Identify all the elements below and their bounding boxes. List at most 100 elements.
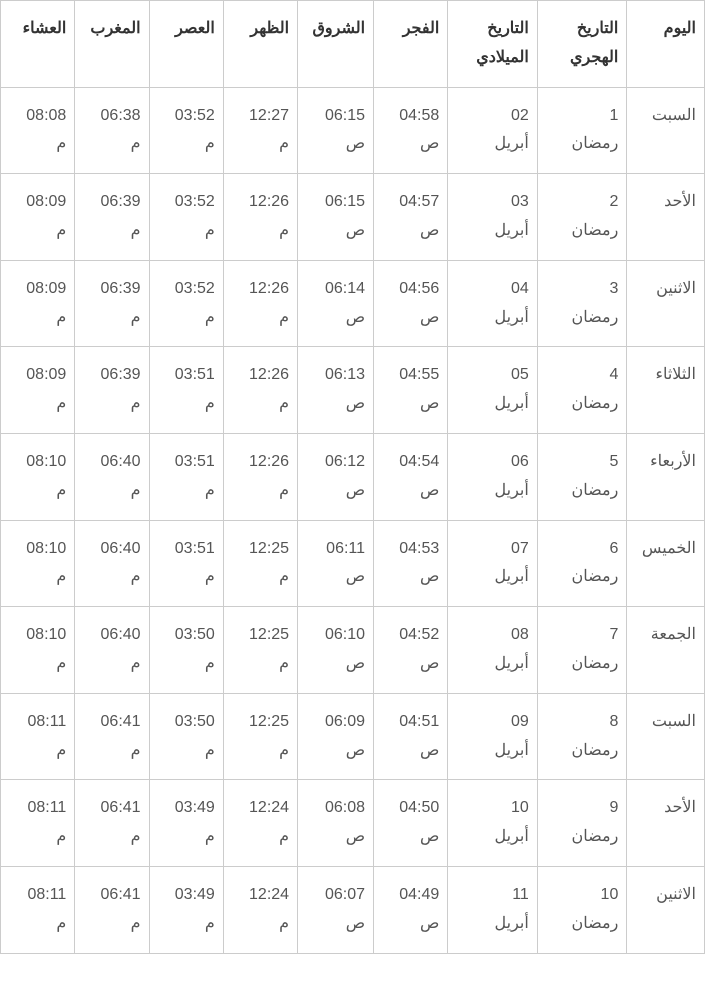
cell-isha: 08:09م — [1, 347, 75, 434]
cell-fajr: 04:53ص — [374, 520, 448, 607]
cell-asr-line1: 03:50 — [175, 713, 215, 730]
cell-fajr: 04:51 ص — [374, 693, 448, 780]
cell-asr-line2: م — [205, 828, 215, 845]
cell-hijri-line2: رمضان — [572, 482, 619, 499]
cell-dhuhr-line2: م — [279, 395, 289, 412]
cell-dhuhr-line1: 12:26 — [249, 280, 289, 297]
cell-asr-line1: 03:51 — [175, 453, 215, 470]
cell-dhuhr-line1: 12:25 — [249, 626, 289, 643]
cell-isha-line1: 08:10 — [26, 540, 66, 557]
cell-sunrise-line2: ص — [346, 395, 365, 412]
cell-asr-line2: م — [205, 742, 215, 759]
cell-dhuhr-line2: م — [279, 655, 289, 672]
cell-maghrib: 06:41م — [75, 866, 149, 953]
cell-hijri-line2: رمضان — [572, 915, 619, 932]
cell-isha-line1: 08:11 — [27, 886, 66, 903]
cell-isha-line2: م — [56, 742, 66, 759]
cell-greg: 08 أبريل — [448, 607, 538, 694]
cell-greg-line1: 03 — [511, 193, 529, 210]
cell-dhuhr-line2: م — [279, 309, 289, 326]
cell-sunrise: 06:10ص — [298, 607, 374, 694]
cell-isha: 08:09م — [1, 260, 75, 347]
cell-dhuhr-line2: م — [279, 742, 289, 759]
cell-hijri-line1: 1 — [609, 107, 618, 124]
table-row: السبت1رمضان02أبريل04:58ص06:15ص12:27م03:5… — [1, 87, 705, 174]
cell-maghrib-line1: 06:39 — [101, 366, 141, 383]
table-row: الاثنين10رمضان11أبريل04:49ص06:07ص12:24م0… — [1, 866, 705, 953]
cell-hijri-line1: 4 — [609, 366, 618, 383]
cell-hijri-line1: 8 — [609, 713, 618, 730]
cell-sunrise-line1: 06:08 — [325, 799, 365, 816]
cell-dhuhr: 12:24م — [223, 780, 297, 867]
cell-sunrise-line1: 06:15 — [325, 107, 365, 124]
cell-hijri: 4رمضان — [537, 347, 627, 434]
cell-isha-line2: م — [56, 482, 66, 499]
cell-maghrib: 06:40 م — [75, 433, 149, 520]
cell-fajr: 04:52ص — [374, 607, 448, 694]
cell-maghrib: 06:39م — [75, 174, 149, 261]
table-row: الثلاثاء4رمضان05أبريل04:55ص06:13ص12:26م0… — [1, 347, 705, 434]
cell-dhuhr-line1: 12:27 — [249, 107, 289, 124]
cell-sunrise: 06:08ص — [298, 780, 374, 867]
cell-greg-line1: 02 — [511, 107, 529, 124]
cell-hijri-line2: رمضان — [572, 568, 619, 585]
table-row: الأربعاء5رمضان06أبريل04:54ص06:12ص12:26م0… — [1, 433, 705, 520]
cell-isha-line2: م — [56, 915, 66, 932]
cell-maghrib-line1: 06:41 — [101, 799, 141, 816]
cell-maghrib-line1: 06:40 — [101, 453, 141, 470]
cell-asr-line1: 03:51 — [175, 366, 215, 383]
cell-asr: 03:51م — [149, 347, 223, 434]
cell-maghrib: 06:40م — [75, 520, 149, 607]
table-body: السبت1رمضان02أبريل04:58ص06:15ص12:27م03:5… — [1, 87, 705, 953]
cell-maghrib-line2: م — [131, 482, 141, 499]
cell-hijri-line2: رمضان — [572, 135, 619, 152]
cell-greg-line1: 08 — [511, 626, 529, 643]
cell-isha-line1: 08:10 — [26, 453, 66, 470]
cell-sunrise-line2: ص — [346, 135, 365, 152]
cell-dhuhr-line1: 12:24 — [249, 886, 289, 903]
cell-isha-line2: م — [56, 655, 66, 672]
cell-isha-line1: 08:09 — [26, 193, 66, 210]
cell-greg-line2: أبريل — [495, 135, 529, 152]
cell-sunrise-line2: ص — [346, 568, 365, 585]
cell-fajr-line1: 04:58 — [399, 107, 439, 124]
cell-greg-line1: 10 — [511, 799, 529, 816]
cell-isha: 08:09م — [1, 174, 75, 261]
cell-hijri-line2: رمضان — [572, 222, 619, 239]
cell-dhuhr-line1: 12:26 — [249, 453, 289, 470]
cell-asr-line2: م — [205, 309, 215, 326]
cell-greg: 11أبريل — [448, 866, 538, 953]
cell-fajr: 04:54ص — [374, 433, 448, 520]
cell-greg-line2: أبريل — [495, 482, 529, 499]
cell-greg: 04أبريل — [448, 260, 538, 347]
cell-asr-line1: 03:52 — [175, 280, 215, 297]
cell-day-line1: الاثنين — [656, 886, 696, 903]
cell-hijri-line1: 3 — [609, 280, 618, 297]
cell-sunrise: 06:09ص — [298, 693, 374, 780]
cell-fajr: 04:56ص — [374, 260, 448, 347]
table-row: الخميس6رمضان07أبريل04:53ص06:11ص12:25م03:… — [1, 520, 705, 607]
cell-greg-line2: أبريل — [495, 655, 529, 672]
cell-fajr-line2: ص — [420, 742, 439, 759]
cell-maghrib-line2: م — [131, 915, 141, 932]
cell-sunrise: 06:13ص — [298, 347, 374, 434]
cell-dhuhr: 12:25 م — [223, 607, 297, 694]
cell-day-line1: الخميس — [642, 540, 696, 557]
cell-sunrise-line2: ص — [346, 309, 365, 326]
cell-fajr: 04:50ص — [374, 780, 448, 867]
cell-maghrib-line1: 06:40 — [101, 626, 141, 643]
cell-fajr: 04:49ص — [374, 866, 448, 953]
cell-dhuhr: 12:25م — [223, 693, 297, 780]
cell-asr-line2: م — [205, 655, 215, 672]
cell-fajr-line2: ص — [420, 222, 439, 239]
cell-fajr-line1: 04:51 — [399, 713, 439, 730]
cell-hijri-line1: 2 — [609, 193, 618, 210]
cell-maghrib-line2: م — [131, 395, 141, 412]
cell-hijri: 7رمضان — [537, 607, 627, 694]
cell-day-line1: الأربعاء — [650, 453, 696, 470]
cell-fajr: 04:57ص — [374, 174, 448, 261]
cell-day: الأحد — [627, 780, 705, 867]
cell-isha-line1: 08:09 — [26, 366, 66, 383]
cell-fajr-line1: 04:52 — [399, 626, 439, 643]
cell-dhuhr: 12:26 م — [223, 260, 297, 347]
